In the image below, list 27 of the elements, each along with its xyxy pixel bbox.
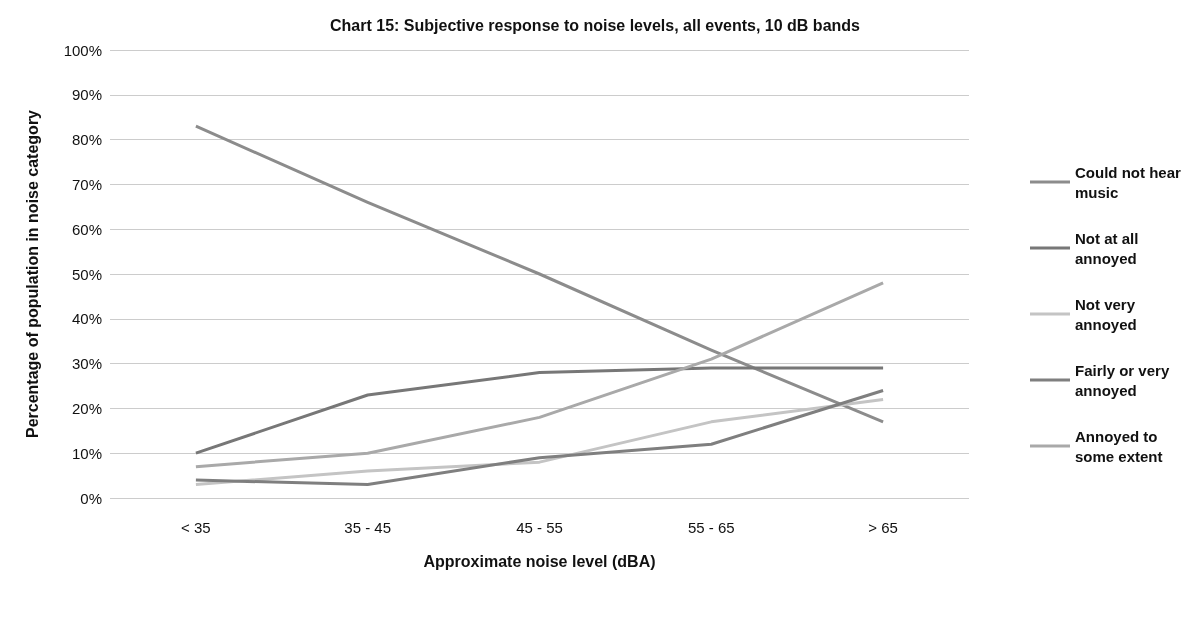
y-tick-label: 0% [80, 489, 102, 507]
y-tick-label: 30% [71, 355, 102, 373]
x-tick-label: > 65 [868, 519, 898, 536]
x-tick-label: < 35 [181, 519, 211, 536]
y-tick-label: 10% [71, 444, 102, 462]
legend-label: Could not hear music [1075, 163, 1185, 201]
y-tick-label: 90% [71, 86, 102, 104]
y-tick-label: 40% [71, 310, 102, 328]
chart-title: Chart 15: Subjective response to noise levels, all events, 10 dB bands [330, 16, 861, 34]
y-tick-label: 70% [71, 175, 102, 193]
y-tick-label: 50% [71, 265, 102, 283]
line-series [194, 281, 885, 469]
y-tick-label: 100% [63, 41, 102, 59]
x-tick-label: 45 - 55 [516, 519, 563, 536]
legend-label: Not very annoyed [1075, 295, 1140, 333]
y-tick-label: 60% [71, 220, 102, 238]
line-series [194, 124, 885, 424]
x-axis-title: Approximate noise level (dBA) [423, 552, 656, 570]
legend-label: Annoyed to some extent [1075, 427, 1163, 465]
y-tick-label: 20% [71, 399, 102, 417]
x-tick-label: 55 - 65 [687, 519, 735, 536]
legend-label: Not at all annoyed [1075, 229, 1143, 267]
y-axis-title: Percentage of population in noise category [23, 109, 41, 439]
line-series [194, 366, 885, 455]
y-tick-label: 80% [71, 131, 102, 149]
legend-label: Fairly or very annoyed [1075, 361, 1174, 399]
x-tick-label: 35 - 45 [344, 519, 392, 536]
